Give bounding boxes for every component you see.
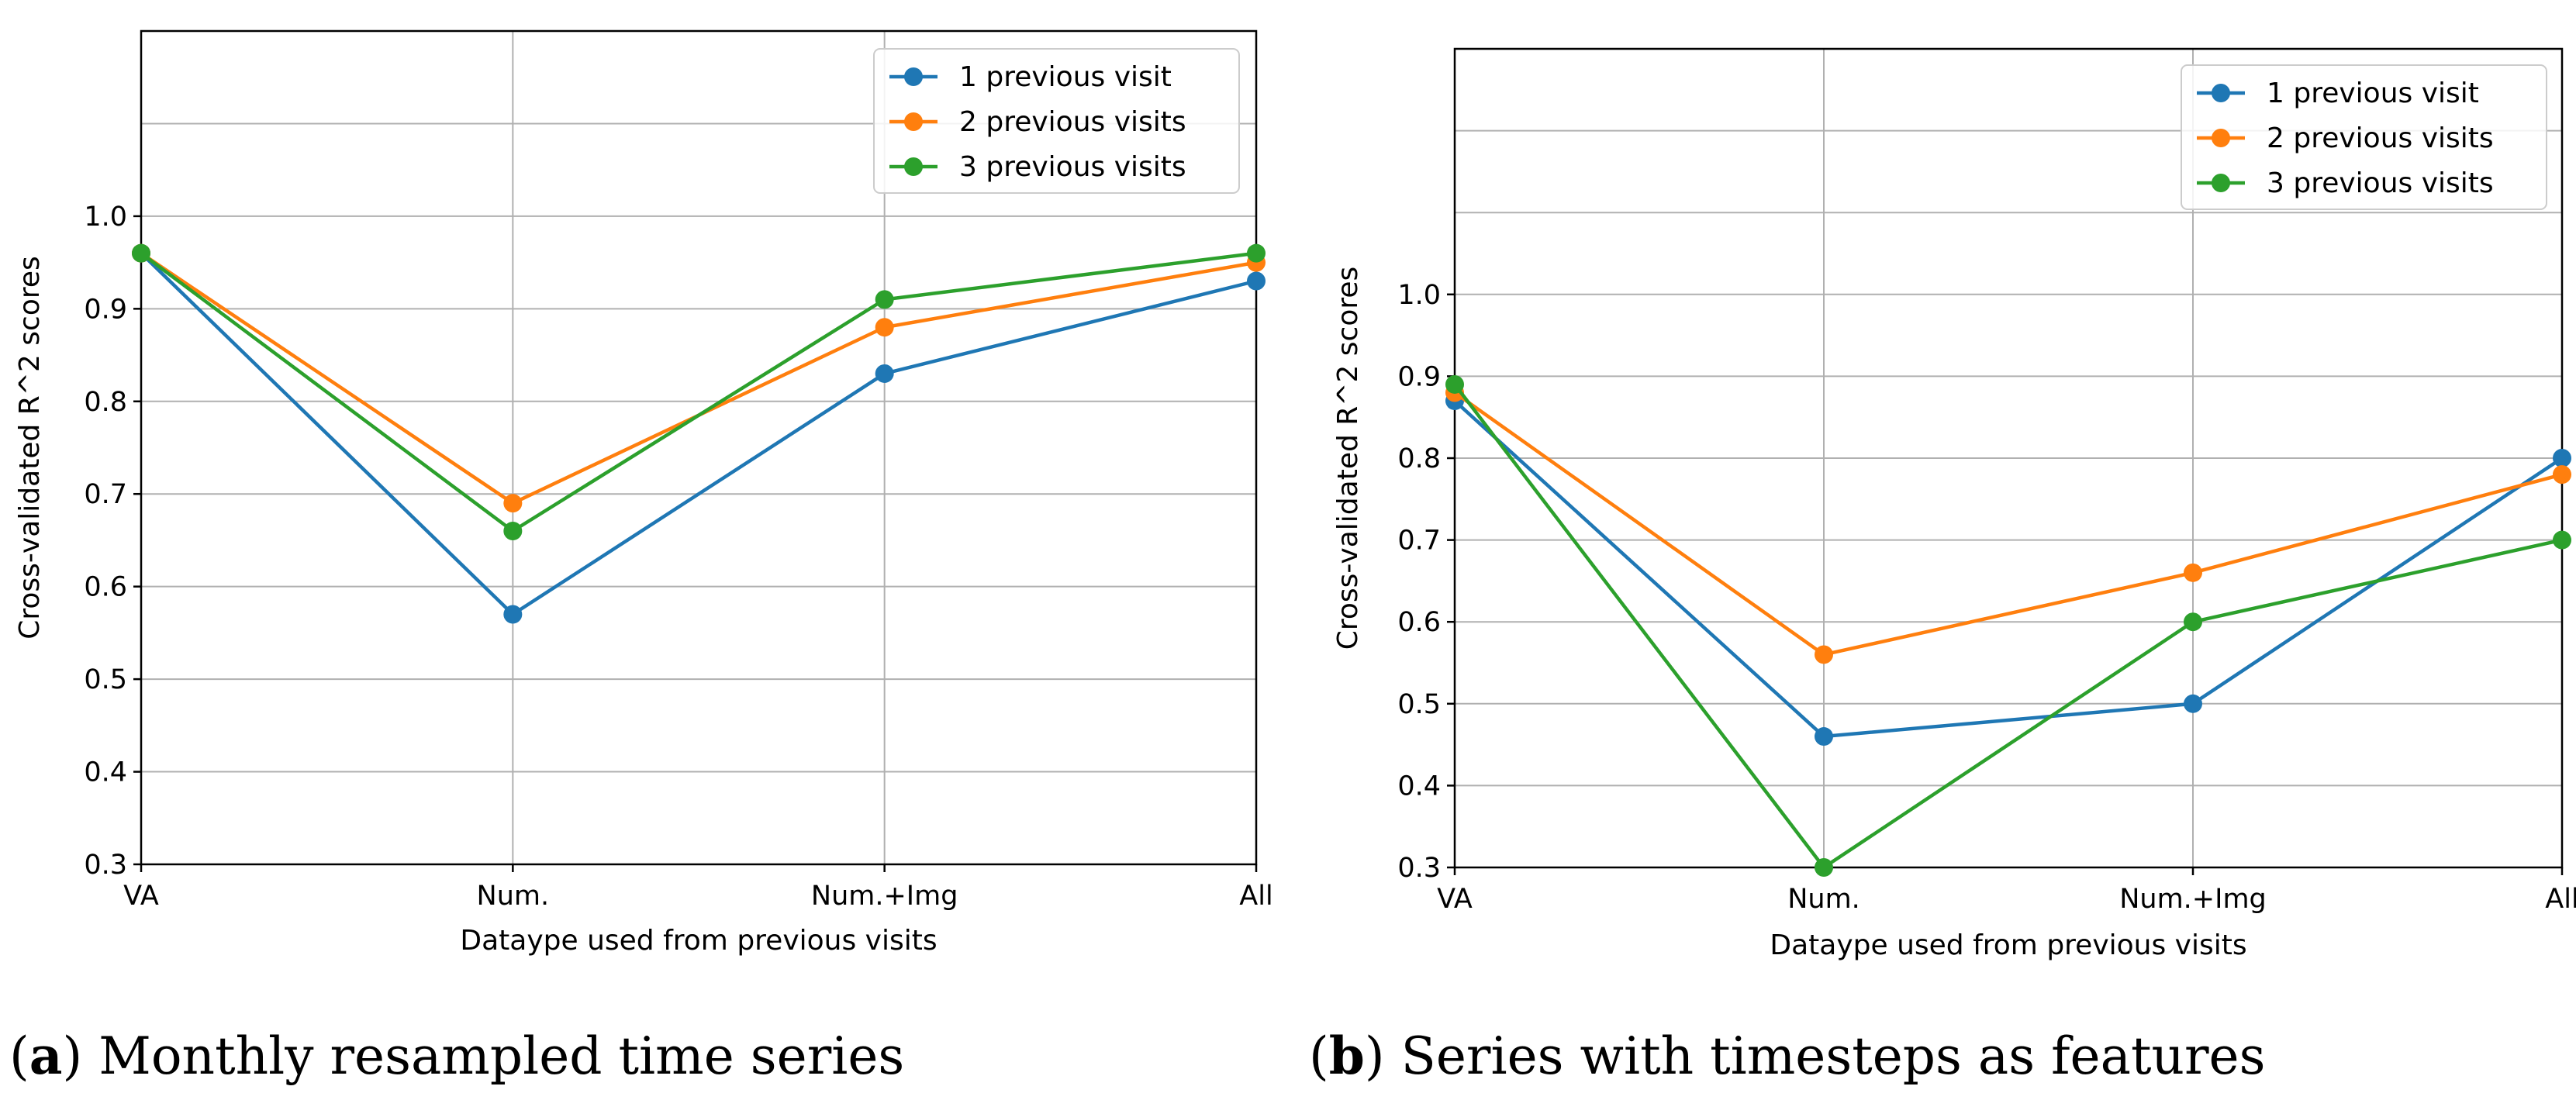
y-tick-label: 0.9 [84, 294, 127, 325]
caption-label: ( [9, 1026, 29, 1086]
series-1-point [2553, 449, 2571, 467]
chart-panel-b: 0.3 0.4 0.5 0.6 0.7 0.8 0.9 1.0 VA Num. Num.+Img Al… [1309, 47, 2576, 1086]
series-1-point [1815, 727, 1833, 747]
legend-marker-1 [904, 67, 923, 86]
plot-frame [140, 29, 1258, 866]
x-axis-label: Dataype used from previous visits [1770, 929, 2246, 961]
series-line-1 [1453, 399, 2564, 739]
series-2-point [503, 494, 523, 513]
chart-panel-a: 0.3 0.4 0.5 0.6 0.7 0.8 0.9 1.0 VA Num. Num.+Img Al… [9, 29, 1273, 1086]
caption: (a) Monthly resampled time series [9, 1026, 904, 1086]
series-2-point [1815, 645, 1833, 664]
y-tick-label: 0.9 [1397, 361, 1441, 392]
series-3-point [2184, 612, 2202, 632]
legend-label-2: 2 previous visits [959, 106, 1186, 138]
caption-label: ( [1309, 1026, 1329, 1086]
series-2-point [875, 318, 894, 337]
y-tick-label: 0.7 [1397, 526, 1441, 557]
series-3-point [1445, 374, 1464, 394]
y-tick-label: 0.3 [1397, 853, 1441, 884]
x-tick-label: Num. [1787, 884, 1860, 915]
y-tick-label: 0.8 [1397, 443, 1441, 474]
legend-label-3: 3 previous visits [2267, 167, 2494, 199]
series-line-3 [1453, 383, 2563, 870]
y-tick-label: 0.5 [1397, 689, 1441, 720]
x-tick-label: Num.+Img [811, 881, 958, 912]
series-1-point [503, 605, 523, 624]
series-line-3 [140, 251, 1257, 533]
series-1-point [2184, 694, 2202, 713]
series-line-2 [1453, 391, 2563, 657]
series-3-point [2553, 530, 2571, 550]
x-tick-label: VA [1437, 884, 1473, 915]
legend-marker-3 [904, 157, 923, 176]
x-tick-label: All [1239, 881, 1272, 912]
y-tick-label: 0.6 [84, 572, 127, 603]
series-1-point [875, 364, 894, 383]
legend-box [2181, 64, 2547, 210]
y-tick-label: 1.0 [84, 202, 127, 233]
series-3-point [875, 290, 894, 309]
caption-text: ) Series with timesteps as features [1365, 1026, 2266, 1086]
y-tick-label: 0.6 [1397, 607, 1441, 638]
y-tick-label: 0.5 [84, 664, 127, 695]
x-tick-label: All [2545, 884, 2576, 915]
legend-box [873, 48, 1240, 194]
series-3-point [1815, 858, 1833, 877]
series-1-point [1247, 271, 1266, 291]
y-tick-label: 0.3 [84, 850, 127, 881]
x-tick-label: Num.+Img [2119, 884, 2267, 915]
series-2-point [2553, 465, 2571, 484]
legend-marker-2 [2212, 129, 2230, 147]
x-axis-label: Dataype used from previous visits [460, 925, 937, 957]
series-3-point [132, 243, 150, 263]
series-3-point [1247, 243, 1266, 263]
legend-marker-3 [2212, 174, 2230, 192]
series-line-1 [140, 252, 1257, 616]
y-tick-label: 0.7 [84, 479, 127, 510]
legend-marker-1 [2212, 84, 2230, 102]
series-2-point [2184, 563, 2202, 582]
legend-label-1: 1 previous visit [2267, 78, 2479, 109]
legend-label-2: 2 previous visits [2267, 122, 2494, 154]
legend-label-3: 3 previous visits [959, 151, 1186, 183]
y-axis-label: Cross-validated R^2 scores [14, 256, 46, 640]
y-tick-label: 1.0 [1397, 280, 1441, 311]
caption-letter: a [29, 1026, 63, 1086]
legend-label-1: 1 previous visit [959, 61, 1172, 93]
caption-text: ) Monthly resampled time series [63, 1026, 905, 1086]
x-tick-label: Num. [477, 881, 550, 912]
caption-letter: b [1329, 1026, 1365, 1086]
y-tick-label: 0.4 [84, 757, 127, 788]
caption: (b) Series with timesteps as features [1309, 1026, 2265, 1086]
y-axis-label: Cross-validated R^2 scores [1332, 267, 1364, 650]
legend-marker-2 [904, 112, 923, 131]
y-tick-label: 0.8 [84, 387, 127, 418]
y-tick-label: 0.4 [1397, 771, 1441, 802]
x-tick-label: VA [123, 881, 159, 912]
series-3-point [503, 522, 523, 540]
